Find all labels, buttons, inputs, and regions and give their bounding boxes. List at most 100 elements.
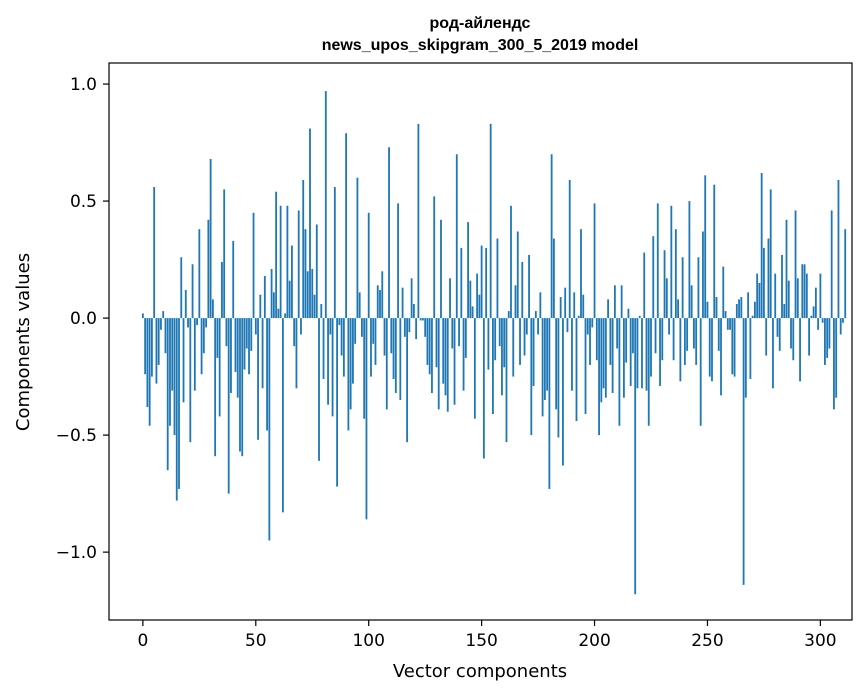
bar bbox=[699, 318, 702, 426]
x-tick-label: 200 bbox=[578, 631, 610, 651]
bar bbox=[406, 318, 409, 443]
bar bbox=[214, 318, 217, 457]
bar bbox=[467, 222, 469, 319]
bar bbox=[352, 318, 354, 384]
bar bbox=[437, 318, 440, 410]
bar bbox=[835, 318, 838, 398]
bar bbox=[397, 203, 399, 319]
y-axis-label: Components values bbox=[13, 253, 34, 431]
bar bbox=[844, 229, 847, 319]
bar bbox=[232, 240, 235, 319]
bar bbox=[187, 318, 189, 328]
bar bbox=[801, 264, 804, 319]
bar bbox=[650, 318, 652, 377]
bar bbox=[178, 318, 180, 489]
bar bbox=[577, 315, 580, 319]
bar bbox=[408, 318, 411, 333]
bar bbox=[376, 285, 379, 319]
bar bbox=[645, 318, 648, 391]
bar bbox=[207, 219, 210, 319]
bar bbox=[171, 318, 174, 391]
bar bbox=[584, 318, 587, 415]
bar bbox=[361, 318, 363, 337]
bar bbox=[604, 318, 607, 398]
bar bbox=[272, 292, 275, 319]
bar bbox=[537, 318, 539, 335]
bar bbox=[693, 318, 695, 349]
bar bbox=[322, 318, 325, 379]
x-tick-label: 50 bbox=[245, 631, 267, 651]
bar bbox=[512, 318, 515, 377]
bar bbox=[726, 318, 729, 330]
bar bbox=[146, 318, 149, 408]
bar bbox=[266, 318, 268, 431]
bar bbox=[586, 318, 589, 335]
bar bbox=[338, 318, 341, 326]
bar bbox=[469, 280, 472, 319]
bar bbox=[412, 304, 415, 319]
bar bbox=[318, 318, 320, 461]
bar bbox=[598, 318, 600, 436]
bar bbox=[704, 175, 707, 319]
bar bbox=[774, 273, 777, 319]
bar bbox=[787, 280, 790, 319]
bar bbox=[686, 318, 689, 351]
bar bbox=[399, 318, 402, 401]
bar bbox=[354, 318, 357, 344]
bar bbox=[363, 318, 366, 419]
bar bbox=[591, 318, 594, 328]
bar bbox=[394, 318, 397, 393]
bar bbox=[372, 318, 375, 344]
bar bbox=[756, 273, 759, 319]
bar bbox=[530, 318, 533, 436]
bar bbox=[489, 123, 492, 319]
bar bbox=[555, 318, 558, 410]
bar bbox=[225, 318, 228, 347]
bar bbox=[297, 210, 300, 319]
bar bbox=[589, 318, 591, 365]
chart-subtitle: news_upos_skipgram_300_5_2019 model bbox=[322, 37, 639, 54]
bar bbox=[552, 238, 555, 319]
bar bbox=[349, 318, 352, 410]
bar bbox=[431, 318, 433, 393]
bar bbox=[733, 318, 736, 377]
bar bbox=[295, 318, 298, 389]
bar bbox=[562, 318, 564, 466]
bar bbox=[370, 318, 372, 377]
bar bbox=[254, 318, 257, 335]
bar bbox=[392, 318, 395, 379]
bar bbox=[541, 318, 544, 417]
bar bbox=[320, 304, 323, 319]
bar bbox=[464, 318, 467, 358]
bar bbox=[189, 318, 192, 443]
bar bbox=[442, 318, 445, 384]
bar bbox=[679, 318, 682, 382]
bar bbox=[313, 294, 316, 319]
bar bbox=[647, 318, 650, 426]
bar bbox=[548, 318, 551, 489]
bar bbox=[279, 205, 282, 319]
bar bbox=[711, 318, 713, 382]
bar bbox=[564, 287, 567, 319]
bar bbox=[654, 318, 657, 354]
bar bbox=[532, 318, 535, 386]
bar bbox=[796, 278, 799, 319]
bar bbox=[514, 285, 517, 319]
bar bbox=[268, 318, 271, 541]
bar bbox=[620, 285, 623, 319]
bar bbox=[234, 318, 237, 372]
bar bbox=[731, 318, 734, 375]
bar bbox=[695, 318, 698, 365]
bar bbox=[697, 257, 700, 319]
bar bbox=[455, 154, 458, 319]
bar bbox=[444, 318, 447, 396]
bar bbox=[566, 318, 569, 333]
bar bbox=[347, 318, 350, 431]
chart-title: род-айлендс bbox=[430, 15, 531, 32]
bar bbox=[772, 318, 774, 389]
bar bbox=[735, 304, 738, 319]
bar bbox=[677, 299, 680, 319]
bar bbox=[659, 318, 661, 386]
bar bbox=[575, 318, 578, 422]
